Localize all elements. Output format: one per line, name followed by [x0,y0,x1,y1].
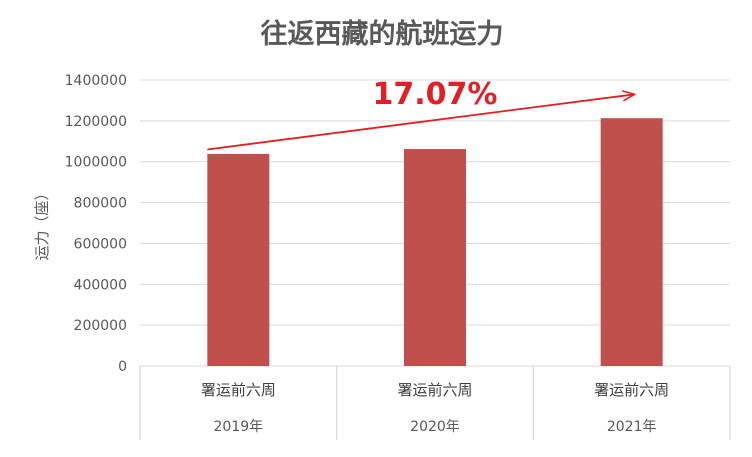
x-category-label: 署运前六周 [397,381,472,399]
x-group-label: 2020年 [410,419,460,435]
growth-label: 17.07% [373,77,498,112]
x-group-label: 2019年 [214,419,264,435]
y-tick-label: 1400000 [65,73,127,89]
bar [600,118,663,366]
x-category-label: 署运前六周 [201,381,276,399]
y-axis-ticks: 0 200000 400000 600000 800000 1000000 1200000 1… [65,73,127,375]
y-tick-label: 1000000 [65,155,127,171]
y-axis-label: 运力（座） [33,185,51,260]
bars [207,118,663,366]
x-group-label: 2021年 [607,419,657,435]
y-tick-label: 1200000 [65,114,127,130]
y-tick-label: 0 [118,359,127,375]
chart-title: 往返西藏的航班运力 [261,18,504,50]
growth-annotation: 17.07% [207,77,634,151]
bar [404,149,466,366]
y-tick-label: 800000 [74,196,127,212]
x-category-label: 署运前六周 [594,381,669,399]
y-tick-label: 600000 [74,236,127,252]
bar [207,153,270,366]
x-axis: 署运前六周 署运前六周 署运前六周 2019年 2020年 2021年 [139,366,731,440]
y-tick-label: 400000 [74,277,127,293]
y-tick-label: 200000 [74,318,127,334]
growth-arrow [207,94,634,151]
